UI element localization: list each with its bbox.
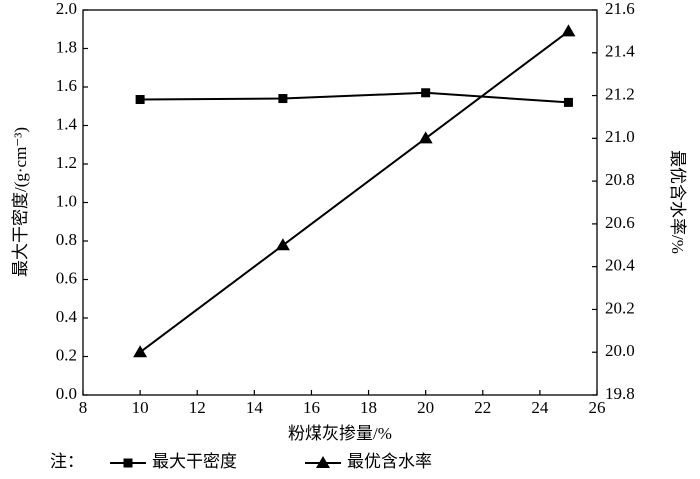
y2-tick-label: 20.2 [605, 298, 635, 317]
x-axis-label: 粉煤灰掺量/% [288, 424, 392, 443]
legend-marker [316, 456, 330, 468]
y2-tick-label: 20.8 [605, 170, 635, 189]
marker [421, 88, 431, 98]
y2-tick-label: 21.4 [605, 42, 635, 61]
x-tick-label: 16 [303, 398, 320, 417]
y-tick-label: 0.6 [56, 268, 77, 287]
x-tick-label: 8 [79, 398, 88, 417]
marker [563, 97, 573, 107]
x-tick-label: 24 [531, 398, 549, 417]
x-tick-label: 14 [246, 398, 264, 417]
marker [135, 95, 145, 105]
x-tick-label: 12 [189, 398, 206, 417]
y-axis-label: 最大干密度/(g·cm⁻³) [11, 127, 30, 277]
x-tick-label: 10 [132, 398, 149, 417]
series-line [139, 30, 570, 354]
y-tick-label: 1.6 [56, 76, 77, 95]
series-line [140, 91, 569, 104]
marker [275, 238, 290, 251]
y2-tick-label: 20.6 [605, 213, 635, 232]
y-tick-label: 1.4 [56, 114, 78, 133]
y-tick-label: 0.4 [56, 307, 78, 326]
marker [133, 345, 148, 358]
y-tick-label: 1.8 [56, 37, 77, 56]
legend-marker [123, 458, 133, 468]
marker [561, 24, 576, 37]
x-tick-label: 26 [589, 398, 606, 417]
y2-axis-label: 最优含水率/% [668, 150, 687, 254]
y-tick-label: 1.0 [56, 191, 77, 210]
x-tick-label: 22 [474, 398, 491, 417]
x-tick-label: 18 [360, 398, 377, 417]
y2-tick-label: 20.0 [605, 341, 635, 360]
legend-label: 最大干密度 [152, 452, 237, 471]
y-tick-label: 1.2 [56, 153, 77, 172]
y2-tick-label: 21.2 [605, 84, 635, 103]
x-tick-label: 20 [417, 398, 434, 417]
y2-tick-label: 21.0 [605, 127, 635, 146]
marker [418, 131, 433, 144]
y2-tick-label: 20.4 [605, 256, 635, 275]
y-tick-label: 0.8 [56, 230, 77, 249]
marker [278, 94, 288, 104]
legend-label: 最优含水率 [347, 452, 432, 471]
y-tick-label: 0.0 [56, 384, 77, 403]
y2-tick-label: 21.6 [605, 0, 635, 18]
y-tick-label: 2.0 [56, 0, 77, 18]
y2-tick-label: 19.8 [605, 384, 635, 403]
legend-note: 注： [50, 452, 84, 471]
y-tick-label: 0.2 [56, 345, 77, 364]
